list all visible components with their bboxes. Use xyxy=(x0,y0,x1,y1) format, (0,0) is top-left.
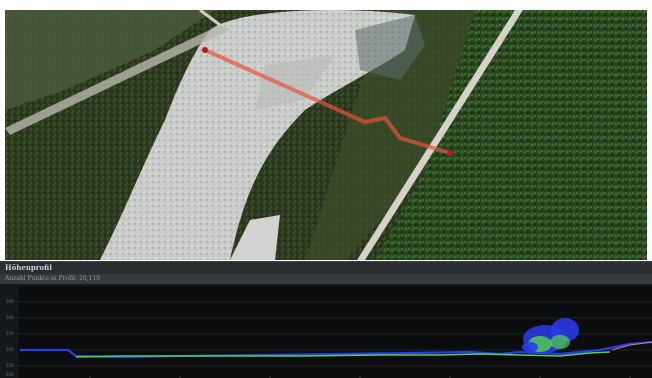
water-area xyxy=(355,15,425,80)
profile-panel-header: Höhenprofil xyxy=(0,261,652,274)
elevation-profile-plot[interactable]: 290 280 270 260 250 240 xyxy=(0,284,652,378)
profile-start-marker[interactable] xyxy=(202,47,208,53)
point-count-value: 20,119 xyxy=(79,275,101,282)
field-area xyxy=(5,10,215,110)
gravel-bar xyxy=(100,10,415,260)
profile-info-bar: Anzahl Punkte in Profil: 20,119 xyxy=(0,274,652,284)
dirt-road-left xyxy=(5,25,230,135)
dirt-road-branch xyxy=(199,10,221,27)
tree-point-cluster xyxy=(522,318,579,353)
embankment-area xyxy=(305,10,475,260)
dirt-road-right xyxy=(357,10,523,260)
point-count: Anzahl Punkte in Profil: 20,119 xyxy=(5,275,100,282)
y-tick-label: 240 xyxy=(6,372,14,377)
forest-area xyxy=(375,10,647,260)
point-cloud-viewport[interactable] xyxy=(5,10,647,260)
y-tick-label: 290 xyxy=(6,299,14,304)
gravel-shadow xyxy=(255,55,335,110)
point-count-label: Anzahl Punkte in Profil: xyxy=(5,275,78,282)
profile-panel-title: Höhenprofil xyxy=(5,263,52,272)
profile-points-green xyxy=(75,351,611,358)
profile-line[interactable] xyxy=(204,48,451,155)
profile-points-red xyxy=(611,341,652,351)
profile-end-marker[interactable] xyxy=(447,150,453,156)
elevation-profile-canvas[interactable]: 290 280 270 260 250 240 xyxy=(0,284,652,378)
gravel-patch xyxy=(230,215,280,260)
y-tick-label: 250 xyxy=(6,363,14,368)
y-tick-label: 270 xyxy=(6,331,14,336)
point-cloud-scene[interactable] xyxy=(5,10,647,260)
y-tick-label: 260 xyxy=(6,347,14,352)
y-tick-label: 280 xyxy=(6,315,14,320)
